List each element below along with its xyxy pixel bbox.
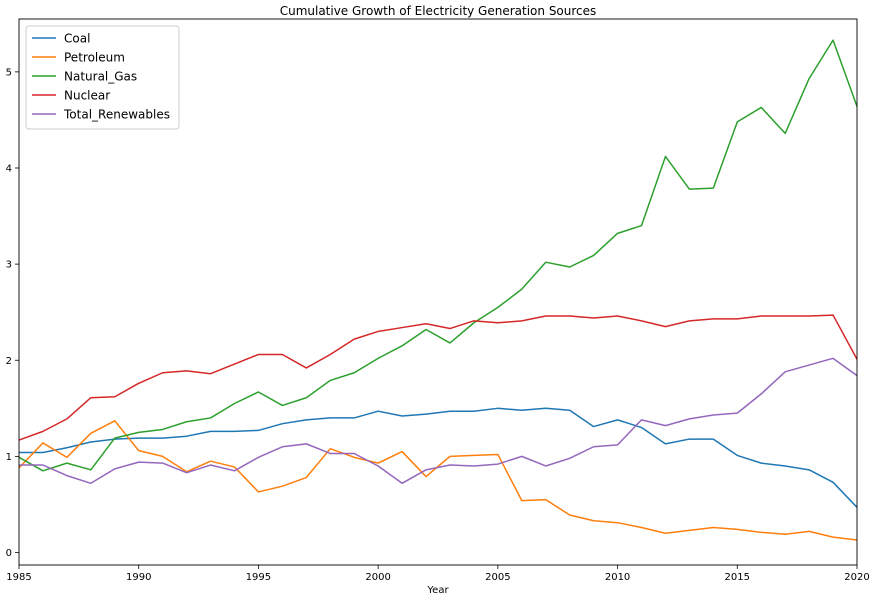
series-line-total-renewables xyxy=(19,357,858,485)
y-tick-label: 4 xyxy=(6,163,12,174)
chart-title: Cumulative Growth of Electricity Generat… xyxy=(280,4,597,18)
legend-label: Natural_Gas xyxy=(64,70,137,84)
y-tick-label: 3 xyxy=(6,260,12,271)
x-tick-label: 2020 xyxy=(844,572,869,583)
legend-label: Nuclear xyxy=(64,89,110,103)
series-line-nuclear xyxy=(18,314,858,441)
x-tick-label: 1990 xyxy=(126,572,151,583)
x-axis-label: Year xyxy=(426,585,449,595)
legend-box xyxy=(25,25,180,130)
y-tick-label: 0 xyxy=(6,548,12,559)
series-line-natural-gas xyxy=(18,39,858,472)
y-tick-label: 1 xyxy=(6,452,12,463)
x-tick-label: 2015 xyxy=(725,572,750,583)
x-tick-label: 1995 xyxy=(246,572,271,583)
plot-area xyxy=(18,39,858,541)
series-line-coal xyxy=(19,407,858,508)
y-axis: 0 1 2 3 4 5 xyxy=(6,67,19,559)
legend-label: Total_Renewables xyxy=(63,108,170,122)
x-tick-label: 2005 xyxy=(485,572,510,583)
legend: Coal Petroleum Natural_Gas Nuclear Total_Ren… xyxy=(25,25,180,130)
legend-label: Petroleum xyxy=(64,51,125,65)
plot-frame xyxy=(18,18,858,566)
x-tick-label: 2000 xyxy=(365,572,390,583)
x-tick-label: 2010 xyxy=(605,572,630,583)
y-tick-label: 5 xyxy=(6,67,12,78)
x-axis: 1985 1990 1995 2000 2005 2010 2015 2020 xyxy=(6,565,870,583)
y-tick-label: 2 xyxy=(6,356,12,367)
x-tick-label: 1985 xyxy=(6,572,31,583)
series-line-petroleum xyxy=(18,420,858,541)
legend-label: Coal xyxy=(64,32,90,46)
